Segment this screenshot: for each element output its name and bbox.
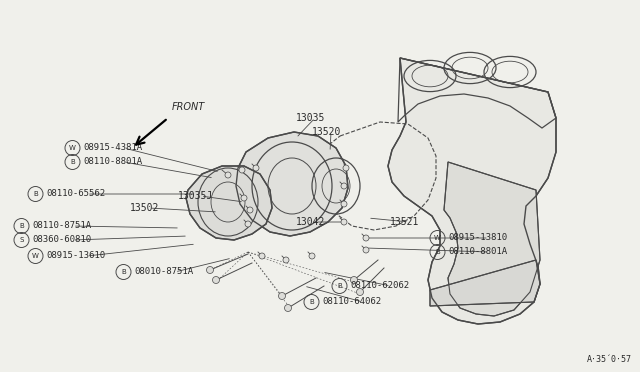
Circle shape — [351, 276, 358, 283]
Circle shape — [363, 235, 369, 241]
Text: A·35´0·57: A·35´0·57 — [587, 355, 632, 364]
Circle shape — [356, 289, 364, 295]
Polygon shape — [186, 166, 272, 240]
Text: B: B — [121, 269, 126, 275]
Circle shape — [341, 183, 347, 189]
Circle shape — [245, 221, 251, 227]
Text: B: B — [70, 159, 75, 165]
Text: 08010-8751A: 08010-8751A — [134, 267, 193, 276]
Text: 08915-13810: 08915-13810 — [448, 234, 507, 243]
Circle shape — [247, 207, 253, 213]
Text: 08110-64062: 08110-64062 — [322, 298, 381, 307]
Text: 08360-60810: 08360-60810 — [32, 235, 91, 244]
Text: W: W — [32, 253, 39, 259]
Polygon shape — [236, 132, 348, 236]
Text: 13521: 13521 — [390, 217, 419, 227]
Circle shape — [259, 253, 265, 259]
Circle shape — [253, 165, 259, 171]
Text: 13042: 13042 — [296, 217, 325, 227]
Circle shape — [239, 167, 245, 173]
Circle shape — [309, 253, 315, 259]
Circle shape — [363, 247, 369, 253]
Circle shape — [285, 305, 291, 311]
Text: 08110-8801A: 08110-8801A — [83, 157, 142, 167]
Circle shape — [341, 201, 347, 207]
Text: S: S — [19, 237, 24, 243]
Text: B: B — [309, 299, 314, 305]
Circle shape — [283, 257, 289, 263]
Text: 08915-13610: 08915-13610 — [46, 251, 105, 260]
Text: 13035: 13035 — [296, 113, 325, 123]
Text: 08110-62062: 08110-62062 — [350, 282, 409, 291]
Text: W: W — [434, 235, 441, 241]
Text: 08110-8751A: 08110-8751A — [32, 221, 91, 231]
Circle shape — [207, 266, 214, 273]
Text: 13520: 13520 — [312, 127, 341, 137]
Circle shape — [212, 276, 220, 283]
Text: B: B — [19, 223, 24, 229]
Polygon shape — [430, 260, 540, 306]
Text: B: B — [33, 191, 38, 197]
Circle shape — [341, 219, 347, 225]
Text: 13035J: 13035J — [178, 191, 213, 201]
Text: 08110-8801A: 08110-8801A — [448, 247, 507, 257]
Circle shape — [225, 172, 231, 178]
Text: 13502: 13502 — [130, 203, 159, 213]
Circle shape — [241, 195, 247, 201]
Text: B: B — [337, 283, 342, 289]
Circle shape — [343, 165, 349, 171]
Text: B: B — [435, 249, 440, 255]
Polygon shape — [388, 58, 556, 324]
Text: FRONT: FRONT — [172, 102, 205, 112]
Polygon shape — [444, 162, 540, 316]
Text: 08110-65562: 08110-65562 — [46, 189, 105, 199]
Text: 08915-4381A: 08915-4381A — [83, 144, 142, 153]
Circle shape — [278, 292, 285, 299]
Text: W: W — [69, 145, 76, 151]
